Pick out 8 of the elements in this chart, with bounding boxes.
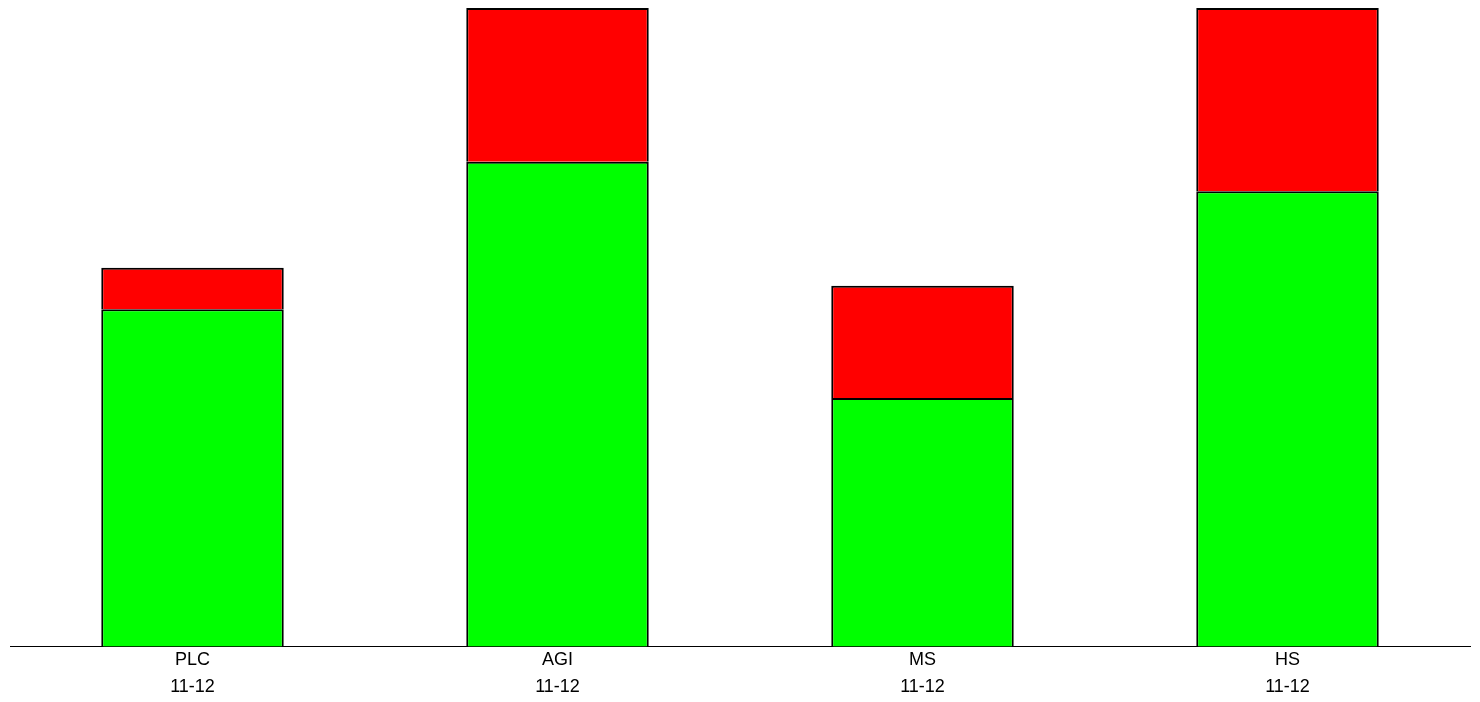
text: 11-12 (900, 675, 945, 696)
text: 11-12 (1265, 675, 1310, 696)
text: 11-12 (535, 675, 580, 696)
text: 11-12 (170, 675, 215, 696)
x-tick-label: MS (909, 649, 936, 670)
x-tick-label: HS (1274, 649, 1301, 670)
x-tick-label: PLC (174, 649, 211, 670)
x-tick-label: AGI (541, 649, 574, 670)
